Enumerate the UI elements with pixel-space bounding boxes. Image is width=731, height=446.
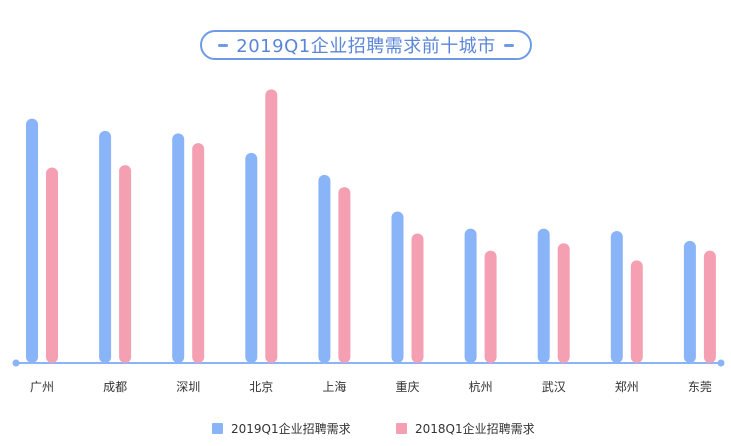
bar-2018-5 [411, 233, 424, 363]
bar-2018-8 [630, 260, 643, 363]
bar-2018-7 [557, 243, 570, 363]
bar-2018-1 [119, 165, 132, 363]
bar-2018-4 [338, 187, 351, 363]
axis-start-dot [12, 359, 20, 367]
axis-end-dot [717, 359, 725, 367]
bar-2018-6 [484, 250, 497, 363]
title-dash-left-icon [218, 43, 229, 47]
legend-item-2019: 2019Q1企业招聘需求 [212, 420, 351, 437]
x-tick-label: 上海 [322, 379, 346, 394]
legend-label-2019: 2019Q1企业招聘需求 [231, 422, 351, 436]
legend-swatch-2019 [212, 423, 223, 434]
bar-2019-2 [172, 133, 185, 363]
x-tick-label: 东莞 [688, 380, 712, 394]
x-tick-label: 杭州 [469, 379, 493, 394]
bar-2018-9 [703, 250, 716, 363]
bar-2018-2 [192, 143, 205, 363]
x-tick-label: 郑州 [615, 379, 639, 394]
legend-label-2018: 2018Q1企业招聘需求 [415, 422, 535, 436]
bar-2018-3 [265, 89, 278, 363]
chart-title-pill: 2019Q1企业招聘需求前十城市 [200, 30, 532, 60]
bar-2019-3 [245, 152, 258, 363]
x-tick-label: 重庆 [395, 380, 419, 394]
x-tick-label: 成都 [103, 380, 127, 394]
bar-2019-4 [318, 174, 331, 363]
bar-2019-7 [537, 228, 550, 363]
bar-2019-9 [683, 240, 696, 363]
x-tick-label: 深圳 [176, 380, 200, 394]
bar-2019-8 [610, 231, 623, 363]
title-dash-right-icon [503, 43, 514, 47]
legend-item-2018: 2018Q1企业招聘需求 [396, 420, 535, 437]
x-tick-label: 广州 [30, 380, 54, 394]
bar-2018-0 [46, 167, 58, 363]
x-tick-label: 北京 [249, 380, 273, 394]
chart-title: 2019Q1企业招聘需求前十城市 [236, 36, 496, 57]
bar-2019-1 [99, 130, 112, 363]
x-tick-label: 武汉 [542, 380, 566, 394]
legend-swatch-2018 [396, 423, 407, 434]
bar-2019-6 [464, 228, 477, 363]
bar-2019-0 [26, 118, 38, 363]
bar-2019-5 [391, 211, 404, 363]
